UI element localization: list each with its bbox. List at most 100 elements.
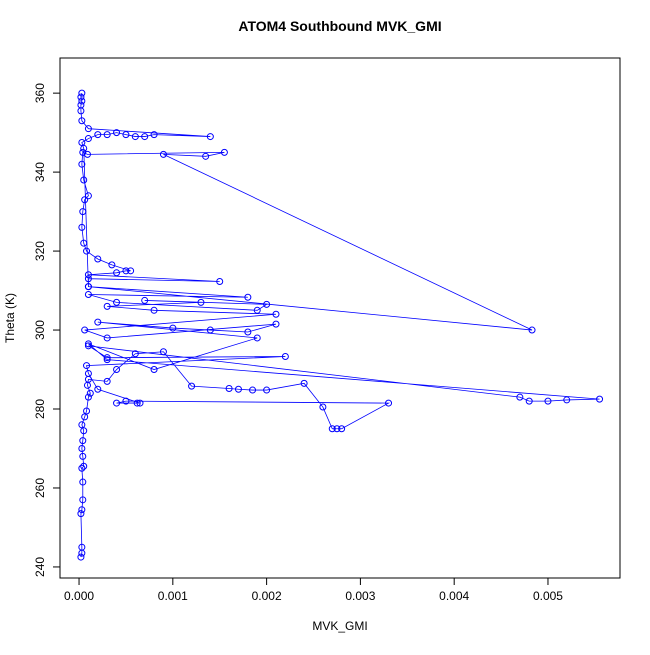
point [253, 334, 261, 342]
plot-frame [59, 57, 621, 579]
point [94, 255, 102, 263]
point [141, 296, 149, 304]
point [113, 269, 121, 277]
y-tick-label: 300 [33, 320, 47, 340]
y-axis-label: Theta (K) [3, 293, 17, 343]
y-tick-label: 280 [33, 399, 47, 419]
point [86, 389, 94, 397]
x-tick-label: 0.004 [439, 589, 469, 603]
point [234, 385, 242, 393]
point [159, 348, 167, 356]
point [272, 320, 280, 328]
point [150, 306, 158, 314]
point [141, 133, 149, 141]
point [103, 356, 111, 364]
point [544, 397, 552, 405]
point [78, 223, 86, 231]
x-tick-label: 0.000 [64, 589, 94, 603]
point [78, 89, 86, 97]
point [77, 93, 85, 101]
point [78, 160, 86, 168]
point [131, 350, 139, 358]
point [136, 399, 144, 407]
x-tick-label: 0.003 [345, 589, 375, 603]
point [122, 131, 130, 139]
point [80, 462, 88, 470]
point [94, 131, 102, 139]
y-tick-label: 240 [33, 557, 47, 577]
point [113, 298, 121, 306]
point [81, 196, 89, 204]
point [197, 298, 205, 306]
point [133, 399, 141, 407]
point [516, 393, 524, 401]
point [333, 425, 341, 433]
point [79, 496, 87, 504]
point [127, 267, 135, 275]
point [122, 397, 130, 405]
point [103, 354, 111, 362]
point [300, 379, 308, 387]
point [338, 425, 346, 433]
point [78, 421, 86, 429]
point [263, 300, 271, 308]
point [596, 395, 604, 403]
point [78, 506, 86, 514]
point [244, 293, 252, 301]
point [84, 369, 92, 377]
chart-title: ATOM4 Southbound MVK_GMI [238, 18, 441, 34]
point [528, 326, 536, 334]
point [206, 326, 214, 334]
x-tick-label: 0.005 [533, 589, 563, 603]
point [78, 117, 86, 125]
x-tick-label: 0.002 [252, 589, 282, 603]
point [563, 396, 571, 404]
point [77, 510, 85, 518]
x-axis-label: MVK_GMI [312, 619, 367, 633]
point [150, 131, 158, 139]
x-tick-label: 0.001 [158, 589, 188, 603]
point [202, 152, 210, 160]
point [188, 382, 196, 390]
point [94, 385, 102, 393]
point [122, 267, 130, 275]
point [281, 352, 289, 360]
point [81, 326, 89, 334]
point [108, 261, 116, 269]
point [525, 397, 533, 405]
point [84, 342, 92, 350]
point [225, 384, 233, 392]
point [249, 386, 257, 394]
point [150, 366, 158, 374]
point [79, 478, 87, 486]
point [113, 366, 121, 374]
point [84, 271, 92, 279]
point [84, 125, 92, 133]
point [263, 386, 271, 394]
point [84, 135, 92, 143]
point [131, 133, 139, 141]
y-tick-label: 340 [33, 162, 47, 182]
point [84, 192, 92, 200]
point [328, 425, 336, 433]
point [78, 138, 86, 146]
point [159, 150, 167, 158]
point [103, 302, 111, 310]
point [83, 407, 91, 415]
point [206, 133, 214, 141]
point [80, 239, 88, 247]
point [103, 131, 111, 139]
point [83, 247, 91, 255]
series-line [80, 93, 600, 558]
point [220, 148, 228, 156]
point [78, 543, 86, 551]
point [244, 328, 252, 336]
point [84, 340, 92, 348]
point [83, 362, 91, 370]
point [84, 291, 92, 299]
point [113, 129, 121, 137]
point [79, 208, 87, 216]
point [83, 150, 91, 158]
point [78, 444, 86, 452]
